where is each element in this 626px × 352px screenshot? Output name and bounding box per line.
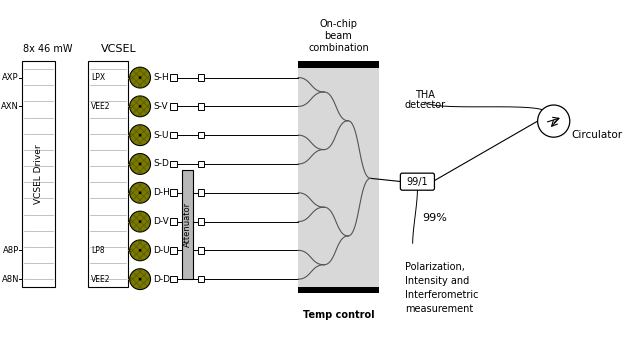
Circle shape: [139, 76, 141, 79]
Text: AXP: AXP: [3, 73, 19, 82]
Bar: [22, 62, 55, 287]
Bar: [170, 276, 177, 282]
FancyBboxPatch shape: [401, 173, 434, 190]
Text: VEE2: VEE2: [91, 275, 110, 284]
Text: Circulator: Circulator: [572, 130, 623, 140]
Circle shape: [130, 67, 150, 88]
Circle shape: [130, 211, 150, 232]
Circle shape: [139, 105, 141, 108]
Text: S-D: S-D: [153, 159, 169, 169]
Bar: [170, 247, 177, 254]
Circle shape: [130, 240, 150, 261]
Text: VCSEL Driver: VCSEL Driver: [34, 144, 43, 204]
Text: D-D: D-D: [153, 275, 170, 284]
Text: measurement: measurement: [405, 304, 473, 314]
Text: combination: combination: [308, 43, 369, 53]
Bar: [170, 103, 177, 110]
Circle shape: [139, 134, 141, 137]
Text: LPX: LPX: [91, 73, 105, 82]
Circle shape: [130, 182, 150, 203]
Circle shape: [139, 278, 141, 281]
Text: 99/1: 99/1: [407, 177, 428, 187]
Bar: [170, 74, 177, 81]
Text: S-V: S-V: [153, 102, 168, 111]
Circle shape: [139, 220, 141, 223]
Text: On-chip: On-chip: [319, 19, 357, 29]
Text: D-U: D-U: [153, 246, 170, 255]
Text: D-V: D-V: [153, 217, 169, 226]
Text: detector: detector: [404, 100, 446, 110]
Text: 8x 46 mW: 8x 46 mW: [23, 44, 73, 54]
Text: A8P: A8P: [3, 246, 19, 255]
Bar: [298, 68, 379, 287]
Text: VEE2: VEE2: [91, 102, 110, 111]
Text: Polarization,: Polarization,: [405, 262, 465, 272]
Text: Attenuator: Attenuator: [183, 202, 192, 247]
Text: VCSEL: VCSEL: [100, 44, 136, 54]
Text: S-H: S-H: [153, 73, 169, 82]
Bar: [198, 161, 205, 167]
Text: S-U: S-U: [153, 131, 169, 140]
Bar: [170, 161, 177, 167]
Text: LP8: LP8: [91, 246, 105, 255]
Bar: [182, 170, 193, 279]
Bar: [170, 132, 177, 138]
Circle shape: [139, 163, 141, 165]
Bar: [198, 276, 205, 282]
Text: THA: THA: [415, 90, 435, 100]
Text: A8N: A8N: [1, 275, 19, 284]
Bar: [88, 62, 128, 287]
Text: Temp control: Temp control: [302, 310, 374, 320]
Circle shape: [130, 153, 150, 174]
Circle shape: [130, 269, 150, 290]
Bar: [198, 247, 205, 254]
Text: 99%: 99%: [422, 213, 447, 223]
Bar: [198, 103, 205, 110]
Bar: [298, 62, 379, 68]
Text: Intensity and: Intensity and: [405, 276, 470, 286]
Text: Interferometric: Interferometric: [405, 290, 479, 300]
Circle shape: [139, 191, 141, 194]
Text: D-H: D-H: [153, 188, 170, 197]
Circle shape: [139, 249, 141, 252]
Bar: [198, 189, 205, 196]
Text: beam: beam: [324, 31, 352, 41]
Bar: [298, 287, 379, 293]
Circle shape: [130, 125, 150, 146]
Bar: [198, 74, 205, 81]
Circle shape: [538, 105, 570, 137]
Bar: [170, 218, 177, 225]
Bar: [198, 132, 205, 138]
Bar: [198, 218, 205, 225]
Circle shape: [130, 96, 150, 117]
Text: AXN: AXN: [1, 102, 19, 111]
Bar: [170, 189, 177, 196]
